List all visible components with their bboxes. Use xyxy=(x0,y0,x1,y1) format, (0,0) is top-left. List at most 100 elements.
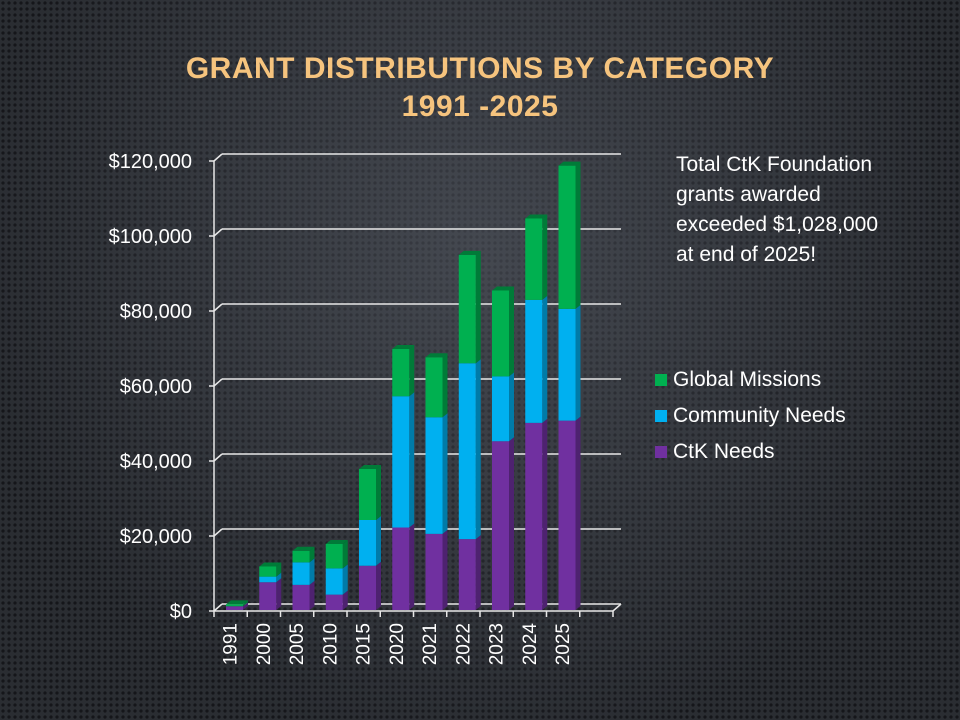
bar-top xyxy=(292,546,315,551)
bar-side xyxy=(342,590,348,610)
bar-segment-ctk-needs xyxy=(226,606,243,610)
bar-side xyxy=(342,564,348,595)
bar-segment-community-needs xyxy=(492,376,509,442)
bar-side xyxy=(442,529,448,610)
bar-segment-ctk-needs xyxy=(525,422,543,610)
bar-side xyxy=(442,413,448,534)
gridline-diagonal xyxy=(213,603,223,612)
bar-top xyxy=(458,250,481,255)
bar-side xyxy=(276,578,282,610)
bar-top xyxy=(325,540,348,544)
bar-segment-global-missions xyxy=(492,290,509,377)
bar-side xyxy=(575,161,581,309)
x-tick-label: 2005 xyxy=(287,623,308,665)
annotation: Total CtK Foundation grants awarded exce… xyxy=(676,150,878,270)
y-tick-label: $120,000 xyxy=(109,151,192,173)
bar-top xyxy=(525,214,548,219)
bar-segment-community-needs xyxy=(325,568,343,595)
bar-segment-community-needs xyxy=(425,417,443,534)
bar-top xyxy=(425,353,448,358)
bar-top xyxy=(359,465,381,469)
bar-segment-global-missions xyxy=(292,550,310,563)
legend-item: Global Missions xyxy=(655,362,846,398)
bar-side xyxy=(376,465,381,520)
bar-segment-ctk-needs xyxy=(458,539,476,610)
bar-segment-global-missions xyxy=(226,604,243,607)
bar-side xyxy=(475,359,481,540)
bar-side xyxy=(409,345,415,397)
bar-segment-community-needs xyxy=(259,576,277,583)
bar-side xyxy=(309,580,315,610)
x-tick-label: 2020 xyxy=(387,623,408,665)
legend-swatch xyxy=(655,446,667,458)
bar-segment-community-needs xyxy=(458,363,476,540)
legend-label: CtK Needs xyxy=(673,440,775,463)
bar-segment-global-missions xyxy=(359,469,376,520)
bar-side xyxy=(376,516,381,566)
bar-segment-community-needs xyxy=(359,520,376,566)
bar-top xyxy=(226,600,248,605)
bar-segment-global-missions xyxy=(558,165,576,309)
legend-swatch xyxy=(655,410,667,422)
bar-segment-community-needs xyxy=(525,299,543,423)
x-tick-label: 1991 xyxy=(221,623,242,665)
bar-segment-ctk-needs xyxy=(492,441,509,610)
legend-item: Community Needs xyxy=(655,398,846,434)
bar-top xyxy=(259,562,282,567)
bar-segment-ctk-needs xyxy=(292,584,310,610)
title-line: GRANT DISTRIBUTIONS BY CATEGORY xyxy=(185,52,775,85)
x-tick-label: 2024 xyxy=(520,623,541,666)
bar-segment-global-missions xyxy=(458,254,476,364)
legend-item: CtK Needs xyxy=(655,434,846,470)
bar-segment-global-missions xyxy=(325,544,343,569)
x-tick-label: 2000 xyxy=(254,623,275,665)
gridline-diagonal xyxy=(213,228,223,237)
x-tick-label: 2010 xyxy=(320,623,341,665)
bar-side xyxy=(575,416,581,610)
bar-side xyxy=(475,250,481,364)
legend-swatch xyxy=(655,374,667,386)
annotation-line: Total CtK Foundation xyxy=(676,153,873,176)
bar-side xyxy=(309,558,315,585)
y-tick-label: $60,000 xyxy=(120,376,192,398)
bar-side xyxy=(276,562,282,577)
subtitle-line: 1991 -2025 xyxy=(401,90,559,123)
y-tick-label: $80,000 xyxy=(120,301,192,323)
bar-side xyxy=(376,561,381,610)
bar-segment-global-missions xyxy=(525,218,543,300)
bar-top xyxy=(558,161,581,166)
bar-segment-global-missions xyxy=(392,349,410,397)
x-tick-label: 2015 xyxy=(354,623,375,665)
bar-side xyxy=(243,600,248,607)
bar-segment-ctk-needs xyxy=(259,582,277,610)
bar-segment-community-needs xyxy=(392,396,410,528)
bar-side xyxy=(475,535,481,610)
gridline-diagonal xyxy=(213,528,223,537)
legend-label: Global Missions xyxy=(673,368,822,391)
bar-side xyxy=(542,418,548,610)
bar-side xyxy=(509,286,514,377)
bar-side xyxy=(575,304,581,421)
y-tick-label: $40,000 xyxy=(120,451,192,473)
gridline-diagonal xyxy=(213,378,223,387)
x-tick-label: 2023 xyxy=(487,623,508,665)
x-tick-label: 2022 xyxy=(453,623,474,665)
annotation-line: exceeded $1,028,000 xyxy=(676,213,879,236)
y-tick-label: $100,000 xyxy=(109,226,192,248)
gridline-diagonal xyxy=(213,453,223,462)
legend-label: Community Needs xyxy=(673,404,846,427)
bar-side xyxy=(542,295,548,423)
bar-segment-global-missions xyxy=(259,566,277,577)
bar-segment-ctk-needs xyxy=(392,527,410,610)
x-tick-label: 2025 xyxy=(553,623,574,665)
bar-side xyxy=(509,437,514,610)
bar-side xyxy=(442,353,448,418)
bar-segment-ctk-needs xyxy=(359,565,376,610)
x-tick-label: 2021 xyxy=(420,623,441,665)
bar-side xyxy=(409,523,415,610)
y-tick-label: $0 xyxy=(170,601,192,623)
bar-side xyxy=(409,392,415,528)
bar-segment-ctk-needs xyxy=(425,533,443,610)
bar-top xyxy=(392,345,415,349)
